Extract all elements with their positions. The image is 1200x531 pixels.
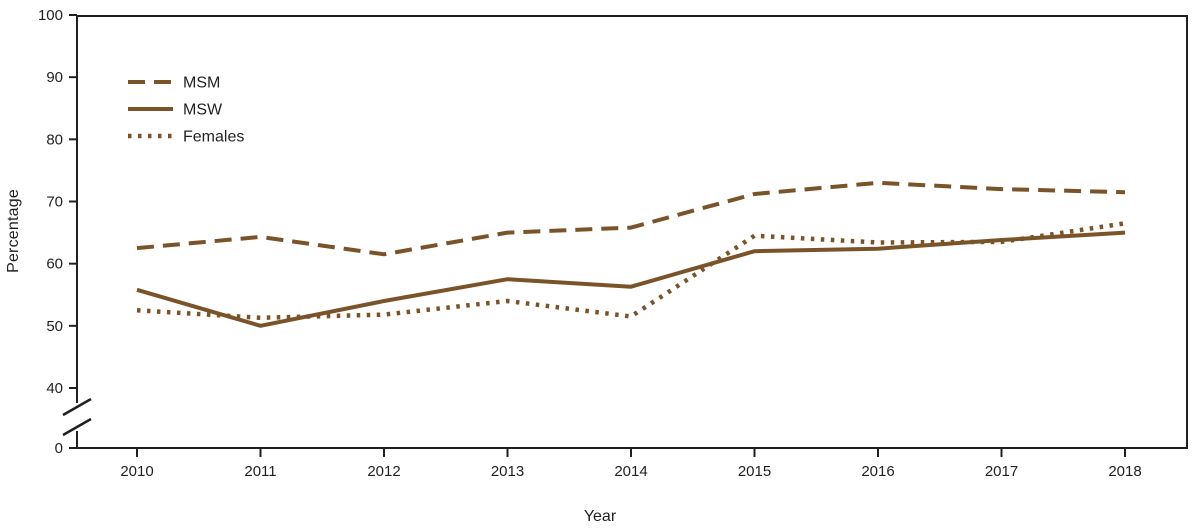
series-line-msw <box>136 230 1126 328</box>
y-axis-title: Percentage <box>5 189 22 273</box>
series-line-msm <box>136 180 1126 257</box>
x-tick-label: 2018 <box>1108 463 1141 480</box>
legend-item-females: Females <box>128 129 244 146</box>
y-tick-label: 40 <box>46 380 63 397</box>
y-tick-label: 70 <box>46 194 63 211</box>
legend: MSM MSW Females <box>128 75 244 146</box>
series-line-females <box>136 221 1126 321</box>
y-tick-label: 90 <box>46 69 63 86</box>
x-tick-label: 2013 <box>491 463 524 480</box>
x-tick-label: 2012 <box>367 463 400 480</box>
x-axis-title: Year <box>583 508 617 525</box>
y-tick-label: 80 <box>46 131 63 148</box>
legend-label: Females <box>183 129 244 146</box>
axis-break-slash <box>62 397 92 417</box>
y-tick-label: 100 <box>38 7 63 24</box>
y-tick-label: 50 <box>46 318 63 335</box>
legend-label: MSM <box>183 75 220 92</box>
y-tick-label: 60 <box>46 256 63 273</box>
x-tick-label: 2016 <box>861 463 894 480</box>
plot-frame <box>76 15 1188 449</box>
x-tick-label: 2015 <box>738 463 771 480</box>
legend-item-msm: MSM <box>128 75 220 92</box>
y-tick-label: 0 <box>55 440 63 457</box>
legend-label: MSW <box>183 102 223 119</box>
x-tick-label: 2014 <box>614 463 647 480</box>
axis-break-slash <box>62 417 92 437</box>
x-tick-label: 2011 <box>244 463 276 480</box>
legend-item-msw: MSW <box>128 102 223 119</box>
x-tick-label: 2010 <box>120 463 153 480</box>
axis-break-gap <box>72 403 82 431</box>
x-tick-label: 2017 <box>985 463 1018 480</box>
